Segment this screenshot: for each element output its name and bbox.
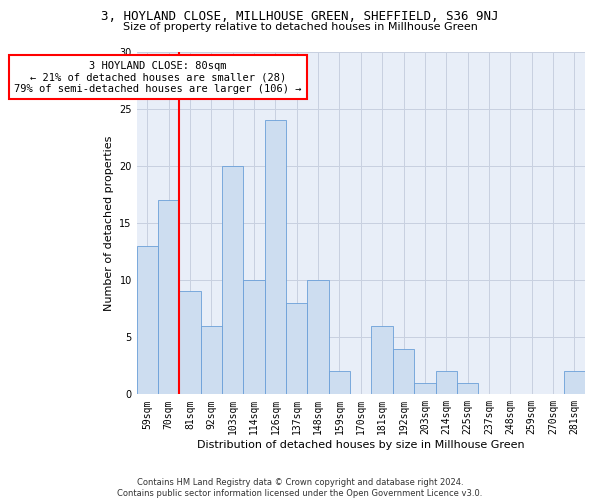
- Bar: [457, 383, 478, 394]
- Bar: [393, 348, 414, 395]
- Text: 3, HOYLAND CLOSE, MILLHOUSE GREEN, SHEFFIELD, S36 9NJ: 3, HOYLAND CLOSE, MILLHOUSE GREEN, SHEFF…: [101, 10, 499, 23]
- Bar: [200, 326, 222, 394]
- Bar: [307, 280, 329, 394]
- X-axis label: Distribution of detached houses by size in Millhouse Green: Distribution of detached houses by size …: [197, 440, 524, 450]
- Bar: [179, 292, 200, 395]
- Bar: [414, 383, 436, 394]
- Bar: [329, 372, 350, 394]
- Text: Contains HM Land Registry data © Crown copyright and database right 2024.
Contai: Contains HM Land Registry data © Crown c…: [118, 478, 482, 498]
- Text: 3 HOYLAND CLOSE: 80sqm
← 21% of detached houses are smaller (28)
79% of semi-det: 3 HOYLAND CLOSE: 80sqm ← 21% of detached…: [14, 60, 302, 94]
- Y-axis label: Number of detached properties: Number of detached properties: [104, 135, 113, 310]
- Bar: [286, 303, 307, 394]
- Bar: [563, 372, 585, 394]
- Bar: [158, 200, 179, 394]
- Bar: [371, 326, 393, 394]
- Bar: [137, 246, 158, 394]
- Bar: [244, 280, 265, 394]
- Text: Size of property relative to detached houses in Millhouse Green: Size of property relative to detached ho…: [122, 22, 478, 32]
- Bar: [222, 166, 244, 394]
- Bar: [265, 120, 286, 394]
- Bar: [436, 372, 457, 394]
